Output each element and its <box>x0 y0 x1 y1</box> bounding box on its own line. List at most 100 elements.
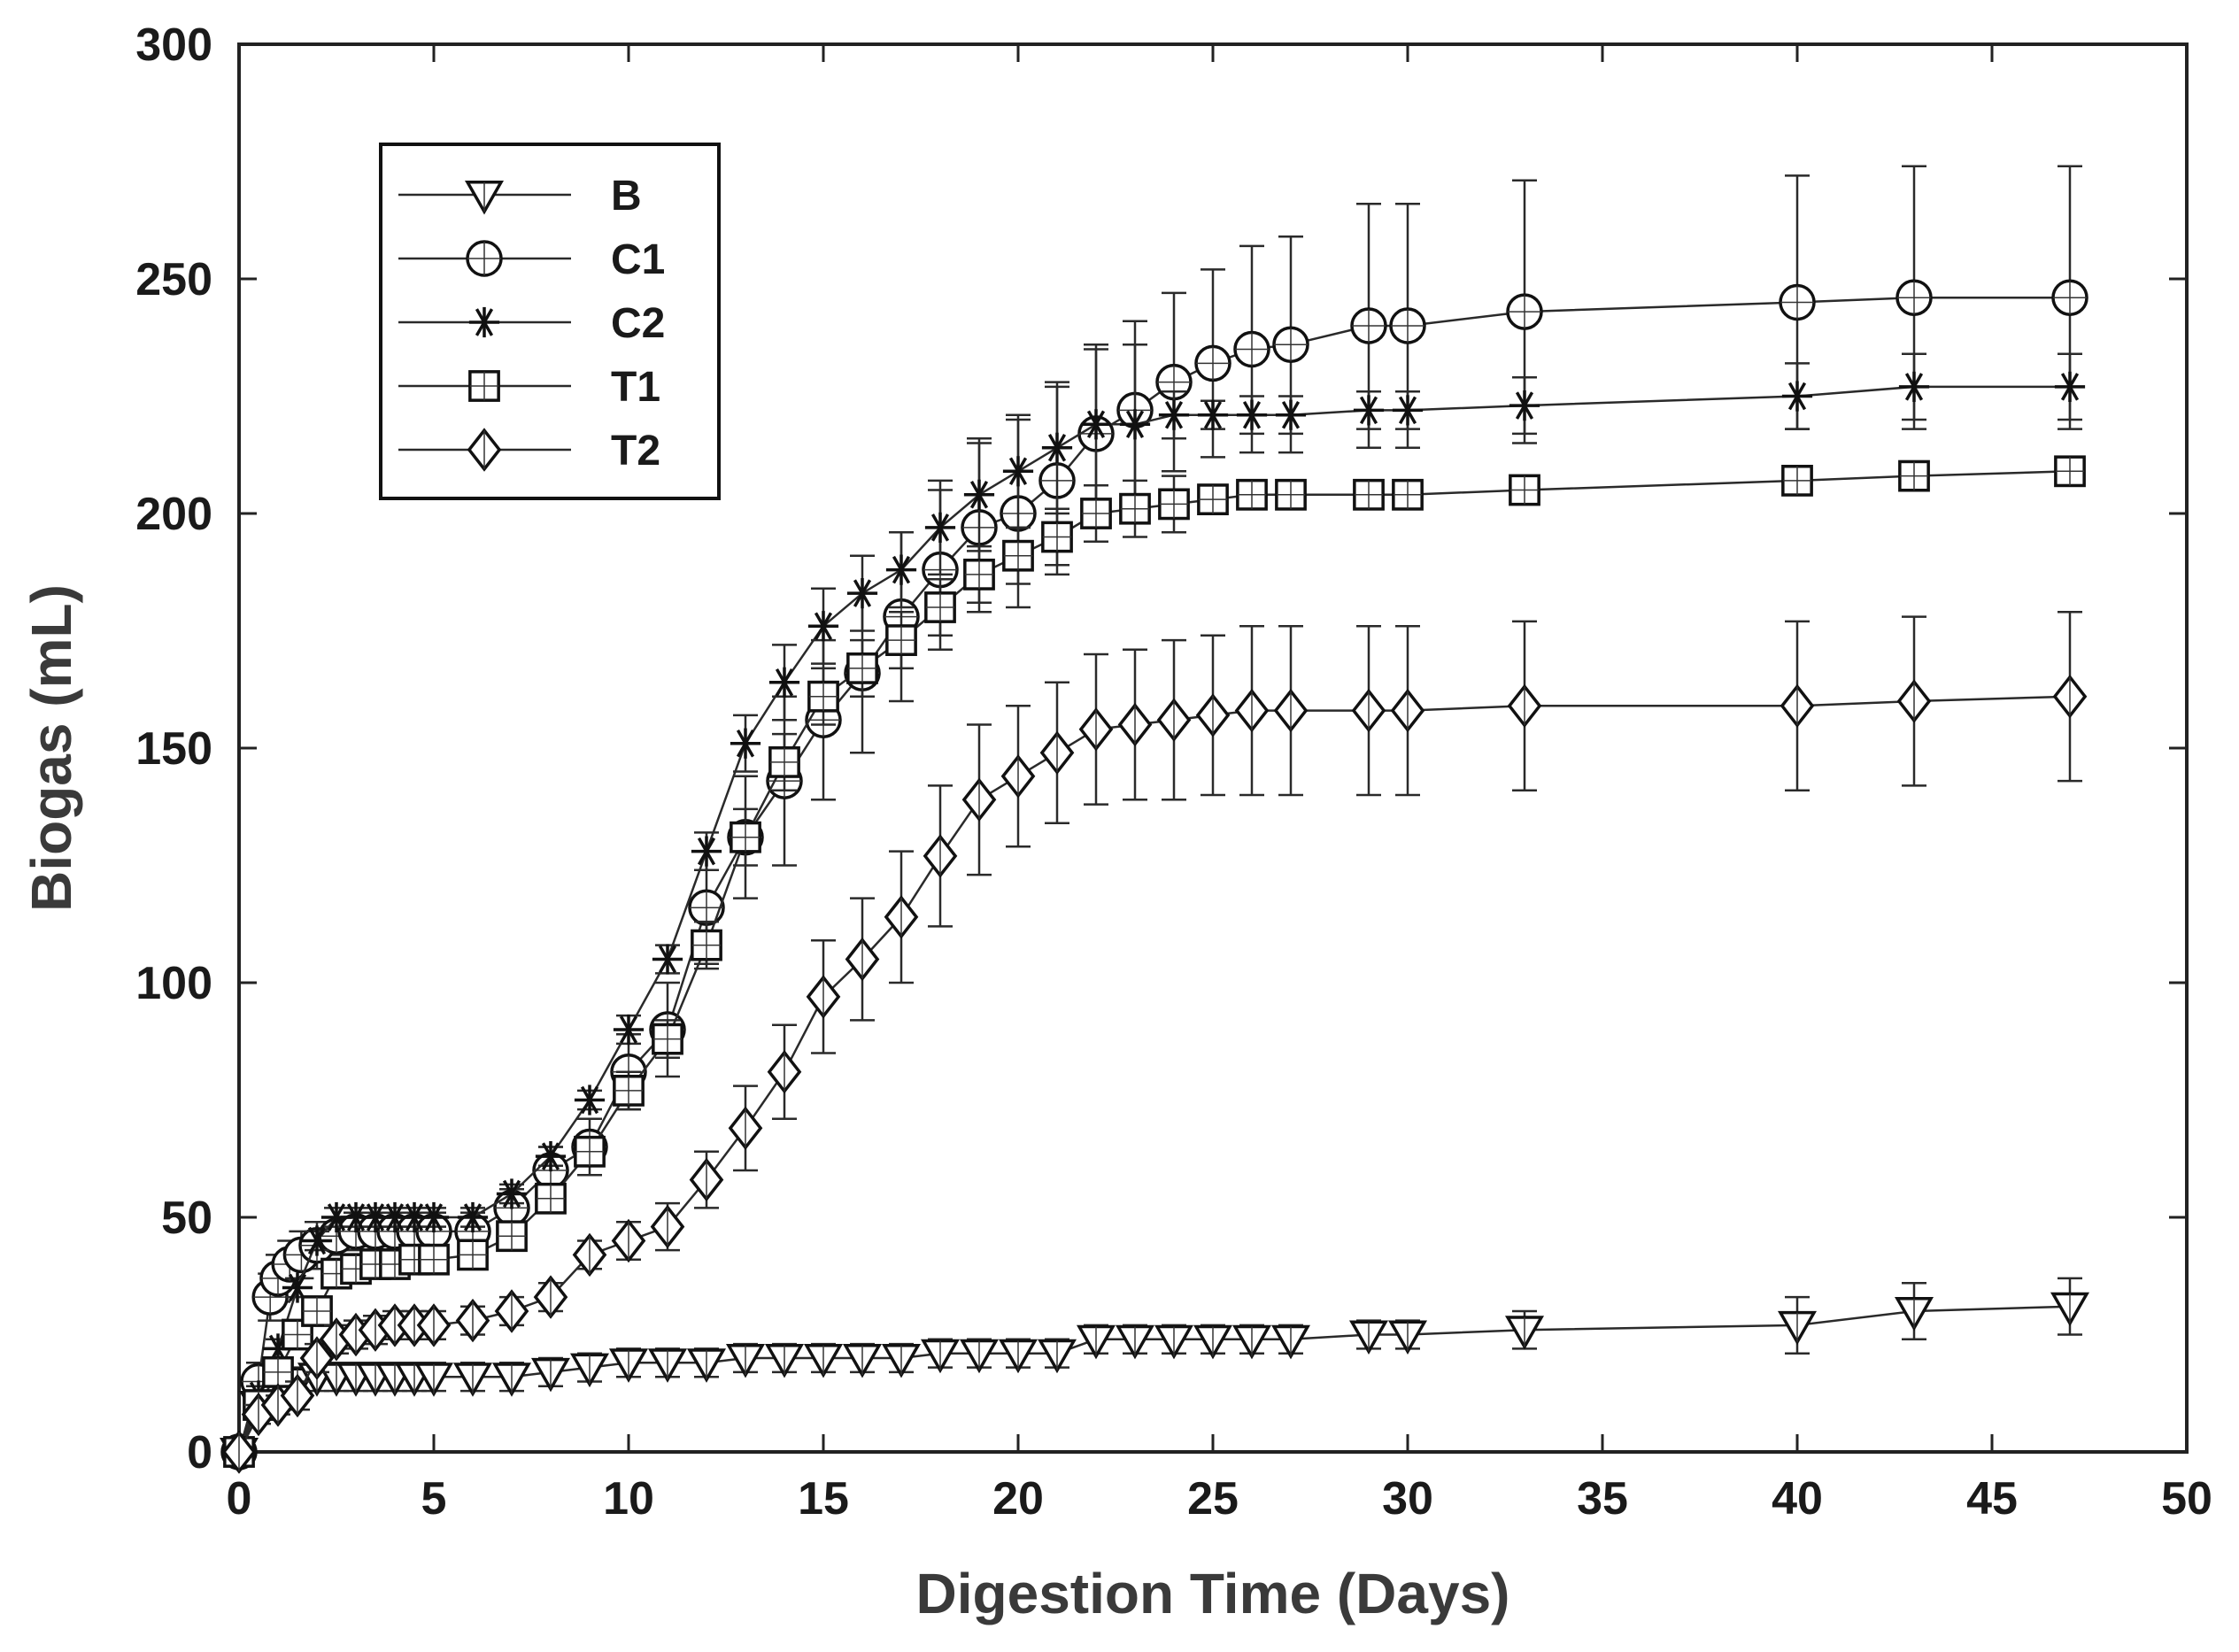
data-point-triangle-down <box>1076 1324 1116 1360</box>
data-point-triangle-down <box>959 1339 1000 1374</box>
data-point-triangle-down <box>998 1339 1038 1374</box>
y-tick-label: 150 <box>135 723 212 775</box>
data-point-diamond <box>1390 688 1425 733</box>
x-tick-label: 45 <box>1966 1473 2018 1525</box>
data-point-square <box>1353 478 1385 511</box>
data-point-square <box>963 559 995 591</box>
data-point-asterisk <box>1275 399 1307 430</box>
data-point-diamond <box>572 1232 607 1278</box>
data-point-triangle-down <box>686 1348 727 1383</box>
data-point-square <box>885 624 917 657</box>
data-point-asterisk <box>1353 395 1385 426</box>
data-point-diamond <box>221 1430 257 1474</box>
data-point-asterisk <box>846 578 878 609</box>
y-tick-label: 200 <box>135 489 212 540</box>
data-point-square <box>1509 474 1540 506</box>
x-tick-label: 0 <box>227 1473 252 1525</box>
data-point-diamond <box>923 834 958 878</box>
data-point-asterisk <box>457 1201 489 1233</box>
y-axis: 0 50 100 150 200 250 300 <box>135 19 2187 1478</box>
data-point-triangle-down <box>1894 1297 1934 1332</box>
data-point-circle <box>1272 326 1309 363</box>
data-point-circle <box>1389 307 1426 344</box>
data-point-circle <box>2051 279 2088 316</box>
data-point-asterisk <box>924 512 956 543</box>
data-point-triangle-down <box>1037 1339 1077 1374</box>
data-point-square <box>1119 492 1151 525</box>
legend-item-T2: T2 <box>398 428 660 475</box>
data-point-asterisk <box>398 1201 430 1233</box>
data-point-asterisk <box>807 611 839 642</box>
data-point-diamond <box>533 1275 568 1319</box>
data-point-asterisk <box>468 306 500 338</box>
data-point-triangle-down <box>881 1344 922 1378</box>
data-point-circle <box>1506 293 1543 330</box>
data-point-triangle-down <box>647 1348 688 1383</box>
data-point-circle <box>466 240 503 277</box>
data-point-asterisk <box>1236 399 1268 430</box>
data-point-triangle-down <box>842 1344 883 1378</box>
x-tick-label: 20 <box>992 1473 1044 1525</box>
data-point-triangle-down <box>1387 1320 1428 1355</box>
data-point-asterisk <box>1197 399 1229 430</box>
data-point-square <box>691 929 722 961</box>
data-point-square <box>2054 455 2086 488</box>
data-point-diamond <box>728 1106 763 1150</box>
data-point-triangle-down <box>530 1357 571 1393</box>
data-point-triangle-down <box>452 1363 493 1397</box>
data-point-triangle-down <box>1504 1316 1545 1350</box>
data-point-asterisk <box>418 1201 450 1233</box>
data-point-triangle-down <box>1154 1324 1194 1360</box>
data-point-diamond <box>961 777 997 822</box>
data-point-triangle-down <box>2050 1292 2090 1327</box>
legend-item-B: B <box>398 173 642 220</box>
x-tick-label: 10 <box>603 1473 654 1525</box>
data-point-square <box>1197 483 1229 516</box>
data-point-triangle-down <box>920 1339 961 1374</box>
data-point-diamond <box>806 975 841 1019</box>
data-point-square <box>301 1295 333 1327</box>
legend-label: C2 <box>611 300 665 347</box>
data-point-diamond <box>1000 754 1036 799</box>
data-point-diamond <box>1156 698 1192 742</box>
x-tick-label: 40 <box>1772 1473 1823 1525</box>
data-point-diamond <box>1507 683 1542 728</box>
x-tick-label: 15 <box>798 1473 849 1525</box>
data-point-square <box>574 1135 606 1168</box>
y-tick-label: 100 <box>135 958 212 1009</box>
data-point-diamond <box>1039 730 1075 775</box>
data-point-diamond <box>494 1289 529 1333</box>
data-point-triangle-down <box>1348 1320 1389 1355</box>
legend-item-C2: C2 <box>398 300 665 347</box>
x-axis: 0 5 10 15 20 25 30 35 40 45 50 <box>227 44 2212 1525</box>
legend: B C1 C2 T1 T2 <box>379 143 721 500</box>
y-tick-label: 0 <box>187 1427 212 1478</box>
data-point-asterisk <box>1080 409 1112 440</box>
data-point-square <box>496 1220 528 1253</box>
x-tick-label: 5 <box>421 1473 447 1525</box>
data-point-diamond <box>767 1050 802 1094</box>
data-point-asterisk <box>1041 432 1073 463</box>
data-point-circle <box>1194 344 1231 382</box>
data-point-square <box>1002 539 1034 572</box>
data-point-asterisk <box>535 1141 567 1172</box>
data-point-asterisk <box>768 667 800 698</box>
legend-item-C1: C1 <box>398 236 665 283</box>
data-point-triangle-down <box>1777 1310 1818 1346</box>
data-point-diamond <box>467 428 502 472</box>
legend-label: T2 <box>611 428 660 475</box>
data-point-triangle-down <box>725 1344 766 1378</box>
data-point-circle <box>1779 283 1816 321</box>
data-point-asterisk <box>613 1014 645 1046</box>
data-point-diamond <box>845 937 880 982</box>
legend-label: T1 <box>611 364 660 411</box>
data-point-square <box>1080 498 1112 529</box>
y-tick-label: 300 <box>135 19 212 71</box>
data-point-triangle-down <box>491 1363 532 1397</box>
data-point-triangle-down <box>1193 1324 1233 1360</box>
data-point-square <box>418 1243 450 1276</box>
data-point-square <box>1898 459 1930 492</box>
data-point-diamond <box>2052 675 2088 719</box>
data-point-diamond <box>1078 707 1114 752</box>
